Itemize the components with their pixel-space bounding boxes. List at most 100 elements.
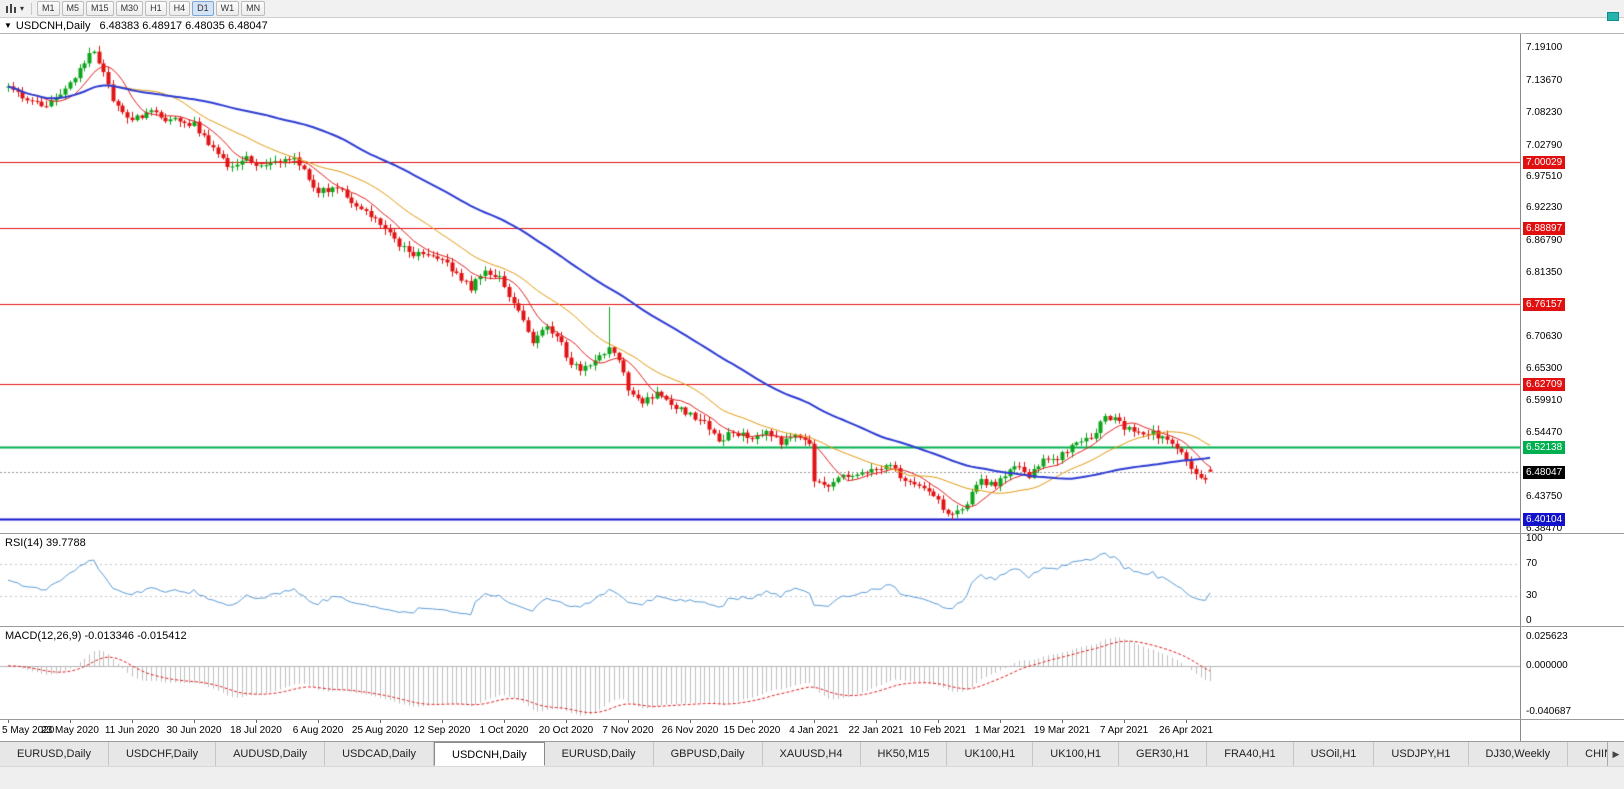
date-tick-mark (442, 720, 443, 723)
rsi-tick-label: 70 (1526, 558, 1538, 569)
rsi-tick-label: 30 (1526, 590, 1538, 601)
chart-tab-usdchf-daily[interactable]: USDCHF,Daily (108, 742, 217, 766)
date-tick-mark (1124, 720, 1125, 723)
date-tick-label: 26 Nov 2020 (661, 725, 719, 736)
price-scale-axis[interactable]: 7.19100 7.13670 7.08230 7.02790 6.97510 6.922… (1520, 34, 1624, 741)
date-tick-label: 4 Jan 2021 (789, 725, 839, 736)
timeframe-toolbar: ▾ M1 M5 M15 M30 H1 H4 D1 W1 MN (0, 0, 1624, 18)
price-tick-label: 7.13670 (1526, 75, 1563, 86)
chart-tab-gbpusd-daily[interactable]: GBPUSD,Daily (653, 742, 763, 766)
timeframe-button-mn[interactable]: MN (241, 1, 266, 16)
macd-tick-label: -0.040687 (1526, 706, 1572, 717)
chart-tab-usdcnh-daily[interactable]: USDCNH,Daily (434, 742, 545, 766)
timeframe-button-w1[interactable]: W1 (215, 1, 240, 16)
timeframe-button-h4[interactable]: H4 (168, 1, 191, 16)
chart-tab-audusd-daily[interactable]: AUDUSD,Daily (216, 742, 326, 766)
chart-type-button[interactable]: ▾ (3, 1, 26, 17)
date-tick-label: 1 Mar 2021 (974, 725, 1026, 736)
date-tick-mark (132, 720, 133, 723)
chart-tab-fra40-h1[interactable]: FRA40,H1 (1207, 742, 1294, 766)
timeframe-buttons-group: M1 M5 M15 M30 H1 H4 D1 W1 MN (37, 1, 266, 16)
date-tick-mark (1186, 720, 1187, 723)
date-tick-label: 6 Aug 2020 (292, 725, 344, 736)
date-tick-mark (380, 720, 381, 723)
chart-tab-uk100-h1[interactable]: UK100,H1 (947, 742, 1034, 766)
date-tick-mark (1000, 720, 1001, 723)
price-level-badge: 6.52138 (1523, 441, 1566, 454)
panel-resize-handle[interactable] (0, 626, 1624, 627)
date-tick-mark (752, 720, 753, 723)
macd-indicator-label: MACD(12,26,9) -0.013346 -0.015412 (5, 630, 187, 642)
chart-symbol-label: USDCNH,Daily (15, 20, 91, 32)
panel-splitter (0, 719, 1624, 720)
date-tick-mark (70, 720, 71, 723)
price-level-badge: 6.88897 (1523, 222, 1566, 235)
time-scale-axis[interactable]: 5 May 2020 23 May 2020 11 Jun 2020 30 Jun 2… (0, 720, 1520, 741)
price-level-badge: 7.00029 (1523, 156, 1566, 169)
macd-indicator-canvas[interactable] (0, 627, 1520, 719)
chart-tab-uk100-h1[interactable]: UK100,H1 (1033, 742, 1120, 766)
timeframe-button-m5[interactable]: M5 (61, 1, 85, 16)
timeframe-button-m15[interactable]: M15 (86, 1, 114, 16)
price-tick-label: 6.92230 (1526, 202, 1563, 213)
date-tick-mark (194, 720, 195, 723)
price-level-badge: 6.40104 (1523, 513, 1566, 526)
chart-tabs-bar: EURUSD,Daily USDCHF,Daily AUDUSD,Daily USDC… (0, 741, 1624, 766)
chart-tab-usoil-h1[interactable]: USOil,H1 (1293, 742, 1375, 766)
date-tick-label: 22 Jan 2021 (848, 725, 904, 736)
price-tick-label: 6.65300 (1526, 363, 1563, 374)
chevron-down-icon: ▾ (20, 4, 25, 13)
status-strip (0, 766, 1624, 789)
date-tick-label: 11 Jun 2020 (104, 725, 160, 736)
chart-tab-usdcad-daily[interactable]: USDCAD,Daily (325, 742, 435, 766)
price-tick-label: 6.43750 (1526, 491, 1563, 502)
timeframe-button-d1[interactable]: D1 (192, 1, 214, 16)
chart-tab-dj30-weekly[interactable]: DJ30,Weekly (1468, 742, 1569, 766)
date-tick-mark (504, 720, 505, 723)
date-tick-label: 30 Jun 2020 (166, 725, 222, 736)
panel-resize-handle[interactable] (0, 533, 1624, 534)
price-tick-label: 7.02790 (1526, 140, 1563, 151)
rsi-tick-label: 100 (1526, 533, 1543, 544)
chart-tab-eurusd-daily[interactable]: EURUSD,Daily (544, 742, 654, 766)
date-tick-label: 12 Sep 2020 (413, 725, 471, 736)
price-chart-canvas[interactable] (0, 34, 1520, 533)
collapse-arrow-icon[interactable]: ▼ (4, 21, 12, 30)
price-tick-label: 7.19100 (1526, 42, 1563, 53)
tab-scroll-right-button[interactable]: ▶ (1607, 742, 1624, 766)
timeframe-button-h1[interactable]: H1 (145, 1, 167, 16)
date-tick-label: 18 Jul 2020 (230, 725, 282, 736)
macd-tick-label: 0.025623 (1526, 631, 1568, 642)
chart-tab-usdjpy-h1[interactable]: USDJPY,H1 (1374, 742, 1469, 766)
date-tick-label: 1 Oct 2020 (479, 725, 529, 736)
chart-header: ▼ USDCNH,Daily 6.48383 6.48917 6.48035 6.4… (0, 18, 1624, 34)
timeframe-button-m30[interactable]: M30 (115, 1, 144, 16)
date-tick-label: 7 Apr 2021 (1099, 725, 1149, 736)
chart-tab-hk50-m15[interactable]: HK50,M15 (860, 742, 948, 766)
date-tick-label: 25 Aug 2020 (351, 725, 409, 736)
price-level-badge: 6.62709 (1523, 378, 1566, 391)
date-tick-label: 15 Dec 2020 (723, 725, 781, 736)
price-tick-label: 6.38470 (1526, 523, 1563, 534)
rsi-indicator-canvas[interactable] (0, 534, 1520, 626)
date-tick-label: 10 Feb 2021 (909, 725, 967, 736)
date-tick-mark (628, 720, 629, 723)
date-tick-mark (938, 720, 939, 723)
chart-tab-eurusd-daily[interactable]: EURUSD,Daily (0, 742, 109, 766)
chart-tab-ger30-h1[interactable]: GER30,H1 (1119, 742, 1208, 766)
date-tick-mark (318, 720, 319, 723)
scroll-up-button[interactable] (1607, 12, 1619, 21)
chart-ohlc-values: 6.48383 6.48917 6.48035 6.48047 (99, 20, 268, 32)
price-tick-label: 6.59910 (1526, 395, 1563, 406)
price-tick-label: 6.54470 (1526, 427, 1563, 438)
current-price-badge: 6.48047 (1523, 466, 1566, 479)
chart-tab-xauusd-h4[interactable]: XAUUSD,H4 (762, 742, 861, 766)
price-tick-label: 7.08230 (1526, 107, 1563, 118)
price-level-badge: 6.76157 (1523, 298, 1566, 311)
toolbar-separator (31, 2, 33, 15)
timeframe-button-m1[interactable]: M1 (37, 1, 60, 16)
date-tick-mark (256, 720, 257, 723)
date-tick-mark (876, 720, 877, 723)
date-tick-mark (8, 720, 9, 723)
date-tick-mark (566, 720, 567, 723)
